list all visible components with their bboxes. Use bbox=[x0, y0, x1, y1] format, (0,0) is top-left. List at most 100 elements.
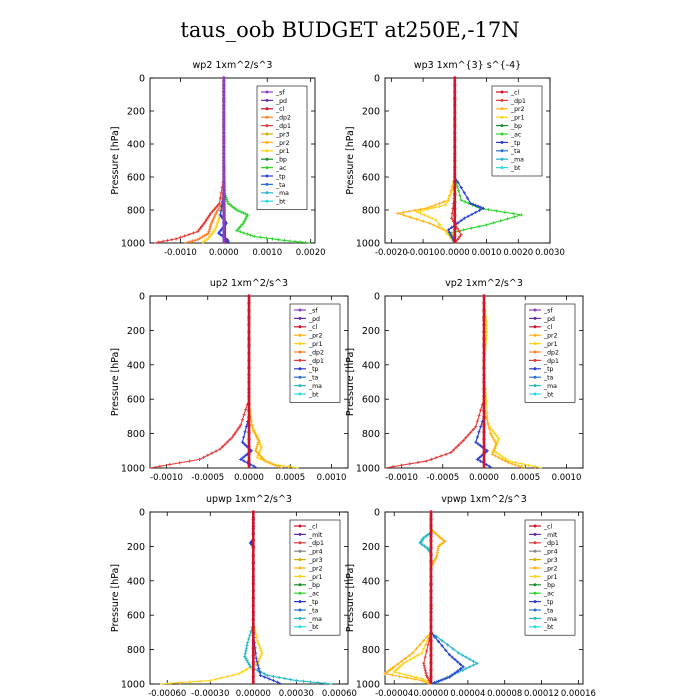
series-point bbox=[448, 230, 452, 235]
series-point bbox=[259, 445, 263, 449]
series-point bbox=[256, 641, 261, 646]
legend-marker bbox=[298, 616, 302, 620]
series-point bbox=[228, 437, 232, 442]
series-point bbox=[217, 206, 221, 210]
series-point bbox=[398, 674, 402, 679]
series-point bbox=[212, 207, 216, 211]
legend-label: _bt bbox=[308, 391, 319, 398]
panel-title: wp3 1xm^{3} s^{-4} bbox=[414, 60, 521, 71]
series-point bbox=[396, 211, 400, 215]
series-point bbox=[188, 680, 192, 684]
legend-label: _pr4 bbox=[543, 549, 558, 556]
series-point bbox=[453, 213, 457, 218]
legend-marker bbox=[500, 166, 504, 170]
panel-title: up2 1xm^2/s^3 bbox=[210, 278, 288, 289]
series-point bbox=[223, 442, 227, 446]
legend-label: _dp2 bbox=[275, 115, 291, 122]
series-point bbox=[453, 145, 457, 149]
series-point bbox=[247, 337, 251, 341]
series-point bbox=[425, 649, 429, 653]
series-point bbox=[449, 450, 453, 455]
legend-marker bbox=[265, 115, 269, 119]
series-point bbox=[287, 465, 291, 469]
y-tick-label: 1000 bbox=[356, 464, 380, 475]
series-point bbox=[323, 681, 327, 685]
series-point bbox=[429, 660, 433, 665]
series-point bbox=[429, 653, 433, 657]
legend-label: _pr2 bbox=[543, 333, 558, 340]
series-point bbox=[242, 442, 246, 446]
legend-label: _tp bbox=[543, 366, 554, 373]
series-point bbox=[447, 195, 451, 199]
series-point bbox=[426, 215, 430, 219]
series-point bbox=[478, 459, 482, 463]
series-point bbox=[222, 90, 226, 94]
series-point bbox=[462, 228, 466, 232]
series-point bbox=[471, 659, 476, 663]
series-point bbox=[243, 218, 247, 222]
legend-marker bbox=[298, 600, 302, 604]
series-point bbox=[231, 205, 235, 209]
series-point bbox=[251, 531, 255, 536]
series-point bbox=[245, 643, 249, 648]
series-point bbox=[267, 460, 271, 465]
series-point bbox=[243, 654, 247, 659]
series-point bbox=[429, 668, 433, 672]
series-point bbox=[450, 216, 454, 220]
series-point bbox=[251, 582, 255, 586]
series-point bbox=[293, 239, 297, 244]
series-point bbox=[241, 211, 245, 215]
series-point bbox=[434, 218, 438, 222]
series-point bbox=[429, 205, 433, 209]
legend-marker bbox=[298, 333, 302, 337]
series-point bbox=[429, 596, 433, 600]
legend-label: _cl bbox=[543, 523, 552, 530]
series-point bbox=[409, 674, 413, 678]
series-point bbox=[512, 215, 517, 219]
series-point bbox=[497, 456, 501, 460]
series-point bbox=[485, 449, 489, 453]
legend-marker bbox=[298, 608, 302, 612]
legend-marker bbox=[533, 316, 537, 320]
legend-label: _cl bbox=[510, 89, 519, 96]
legend-marker bbox=[500, 90, 504, 94]
series-line bbox=[383, 512, 446, 685]
series-point bbox=[471, 663, 476, 667]
legend-label: _pr1 bbox=[510, 115, 525, 122]
legend: _cl _dp1_pr2 _pr1_bp_ac _tp_ta _ma_bt bbox=[491, 85, 543, 177]
series-point bbox=[450, 655, 454, 659]
series-point bbox=[507, 461, 511, 465]
series-point bbox=[444, 648, 448, 652]
series-point bbox=[191, 231, 196, 235]
series-point bbox=[449, 191, 453, 195]
series-point bbox=[242, 231, 246, 235]
series-point bbox=[445, 199, 449, 203]
series-point bbox=[437, 201, 442, 205]
legend-marker bbox=[533, 375, 537, 379]
legend-marker bbox=[265, 98, 269, 102]
series-point bbox=[456, 443, 461, 447]
series-point bbox=[220, 676, 224, 680]
y-tick-label: 400 bbox=[127, 576, 145, 587]
y-tick-label: 200 bbox=[362, 326, 380, 337]
series-point bbox=[217, 231, 221, 235]
series-point bbox=[241, 456, 245, 460]
x-tick-label: 0.00000 bbox=[236, 689, 271, 699]
series-point bbox=[458, 662, 463, 666]
series-point bbox=[462, 191, 466, 195]
series-point bbox=[258, 655, 262, 659]
series-point bbox=[228, 203, 232, 207]
legend-marker bbox=[533, 600, 537, 604]
series-point bbox=[411, 651, 415, 655]
y-axis-label: Pressure [hPa] bbox=[345, 564, 356, 632]
series-point bbox=[251, 668, 255, 672]
series-point bbox=[491, 221, 496, 225]
legend: _sf _pd_cl _dp2_dp1_pr3 _pr2_pr1 _bp_ac_tp _t… bbox=[256, 85, 308, 210]
series-point bbox=[245, 232, 249, 236]
legend-label: _dp2 bbox=[308, 349, 324, 356]
series-point bbox=[401, 661, 406, 665]
y-axis-label: Pressure [hPa] bbox=[345, 126, 356, 194]
series-point bbox=[245, 659, 249, 663]
legend-marker bbox=[298, 384, 302, 388]
